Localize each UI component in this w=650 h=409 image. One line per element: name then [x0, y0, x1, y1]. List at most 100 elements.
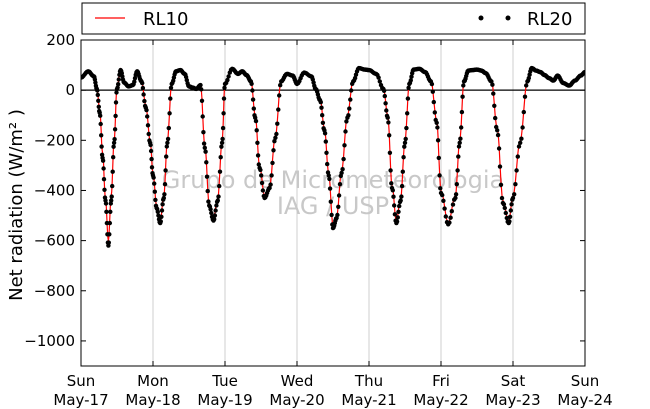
y-tick-label-6: −1000 [24, 332, 75, 350]
series-rl20-point-59 [114, 90, 119, 95]
series-rl20-point-188 [199, 98, 205, 104]
series-rl20-point-476 [441, 198, 446, 203]
series-rl20-point-53 [111, 144, 116, 149]
series-rl20-point-259 [253, 118, 259, 124]
series-rl20-point-538 [493, 115, 498, 121]
series-rl20-point-541 [495, 132, 501, 138]
x-tick-day-0: Sun [67, 372, 96, 390]
series-rl20-point-375 [353, 72, 359, 77]
series-rl20-point-415 [390, 188, 395, 193]
series-rl20-point-86 [132, 79, 137, 84]
series-rl20-point-141 [167, 111, 172, 116]
series-rl20-point-286 [277, 93, 282, 98]
series-rl20-point-99 [141, 92, 146, 97]
series-rl20-point-87 [132, 76, 138, 81]
series-rl20-point-214 [218, 155, 223, 160]
series-rl20-point-287 [278, 83, 283, 88]
series-rl20-point-334 [320, 120, 326, 126]
series-rl20-point-27 [99, 133, 104, 138]
series-rl20-point-267 [259, 180, 265, 186]
legend-rl20-dot-left [478, 15, 484, 21]
series-rl20-point-34 [102, 187, 107, 192]
x-tick-day-4: Thu [354, 372, 383, 390]
series-rl20-point-49 [109, 194, 114, 199]
series-rl20-point-429 [400, 169, 405, 174]
series-rl20-point-191 [201, 141, 207, 146]
series-rl20-point-432 [402, 140, 408, 145]
series-rl20-point-556 [509, 202, 514, 207]
series-rl20-point-254 [250, 88, 255, 93]
x-tick-date-7: May-24 [557, 391, 612, 409]
series-rl20-point-268 [260, 188, 266, 193]
series-rl20-point-25 [98, 113, 103, 118]
series-rl20-point-430 [401, 155, 406, 160]
series-rl20-point-277 [268, 182, 273, 187]
series-rl20-point-339 [324, 150, 329, 155]
y-axis: 200 0 −200 −400 −600 −800 −1000 [24, 31, 585, 350]
series-rl20-point-424 [397, 203, 402, 209]
series-rl20-point-468 [434, 120, 439, 126]
series-rl20-point-440 [408, 78, 413, 83]
series-rl20-point-398 [376, 75, 381, 80]
series-rl20-point-560 [513, 182, 518, 187]
series-rl20-point-110 [148, 148, 154, 154]
series-rl20-point-261 [255, 140, 260, 145]
series-rl20-point-213 [217, 169, 223, 174]
series-rl20-point-360 [339, 170, 344, 176]
series-rl20-point-355 [335, 212, 340, 218]
series-rl20-point-56 [112, 127, 118, 132]
series-rl20-point-189 [200, 114, 205, 119]
series-rl20-point-44 [107, 232, 112, 237]
series-rl20-point-368 [347, 106, 352, 111]
series-rl20-point-63 [116, 77, 122, 82]
series-rl20-point-363 [342, 143, 347, 148]
series-rl20-point-544 [498, 182, 504, 187]
x-tick-date-3: May-20 [269, 391, 324, 409]
series-rl20-point-547 [501, 202, 507, 207]
series-rl20-point-221 [222, 85, 227, 91]
legend-rl20-dot-right [505, 15, 511, 21]
series-rl20-point-216 [219, 140, 225, 145]
series-rl20-point-423 [396, 209, 401, 214]
legend-rl10-label: RL10 [143, 9, 188, 30]
series-rl20-point-346 [329, 212, 334, 218]
series-rl20-point-537 [492, 103, 497, 109]
series-rl20-point-186 [198, 82, 203, 88]
series-rl20-point-61 [115, 85, 120, 90]
series-rl20-point-422 [395, 215, 400, 220]
series-rl20-point-103 [144, 107, 149, 113]
series-rl20-point-142 [168, 96, 173, 101]
series-rl20-point-344 [327, 186, 333, 191]
series-rl20-point-497 [461, 83, 466, 88]
series-rl20-point-192 [202, 145, 207, 150]
series-rl20-point-342 [326, 173, 331, 178]
series-rl20-point-572 [526, 75, 531, 81]
series-rl20-point-477 [442, 206, 447, 211]
series-rl20-point-225 [226, 74, 231, 79]
series-rl20-point-200 [208, 207, 213, 212]
series-rl20-point-106 [146, 131, 151, 137]
series-rl20-point-218 [220, 125, 226, 131]
series-rl20-point-20 [95, 92, 101, 98]
series-rl20-point-282 [273, 135, 278, 140]
series-rl20-point-55 [112, 137, 117, 142]
series-rl20-point-494 [459, 125, 464, 130]
series-rl20-point-276 [267, 185, 272, 191]
series-rl20-point-132 [161, 195, 166, 201]
series-rl20-point-473 [438, 186, 443, 191]
series-rl20-point-255 [250, 97, 256, 102]
series-rl20-point-128 [159, 214, 164, 219]
series-rl20-point-46 [108, 209, 113, 214]
series-rl20-point-260 [254, 128, 259, 133]
series-rl20-point-441 [409, 74, 414, 79]
series-rl20-point-48 [109, 198, 114, 203]
series-rl20-point-364 [343, 129, 348, 134]
series-rl20-point-190 [201, 130, 206, 135]
series-rl20-point-562 [515, 154, 520, 159]
series-rl20-point-21 [96, 98, 101, 104]
series-rl20-point-358 [337, 182, 343, 187]
series-rl20-point-194 [204, 160, 209, 165]
series-rl20-point-564 [518, 140, 523, 145]
x-tick-day-5: Fri [432, 372, 450, 390]
